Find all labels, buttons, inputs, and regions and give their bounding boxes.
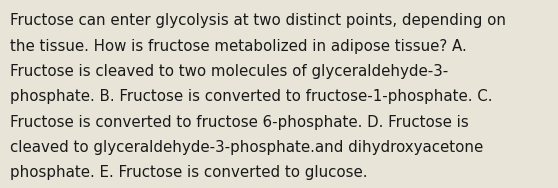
Text: the tissue. How is fructose metabolized in adipose tissue? A.: the tissue. How is fructose metabolized … (10, 39, 467, 54)
Text: phosphate. B. Fructose is converted to fructose-1-phosphate. C.: phosphate. B. Fructose is converted to f… (10, 89, 493, 104)
Text: cleaved to glyceraldehyde-3-phosphate.and dihydroxyacetone: cleaved to glyceraldehyde-3-phosphate.an… (10, 140, 483, 155)
Text: Fructose is converted to fructose 6-phosphate. D. Fructose is: Fructose is converted to fructose 6-phos… (10, 115, 469, 130)
Text: phosphate. E. Fructose is converted to glucose.: phosphate. E. Fructose is converted to g… (10, 165, 368, 180)
Text: Fructose can enter glycolysis at two distinct points, depending on: Fructose can enter glycolysis at two dis… (10, 13, 506, 28)
Text: Fructose is cleaved to two molecules of glyceraldehyde-3-: Fructose is cleaved to two molecules of … (10, 64, 448, 79)
